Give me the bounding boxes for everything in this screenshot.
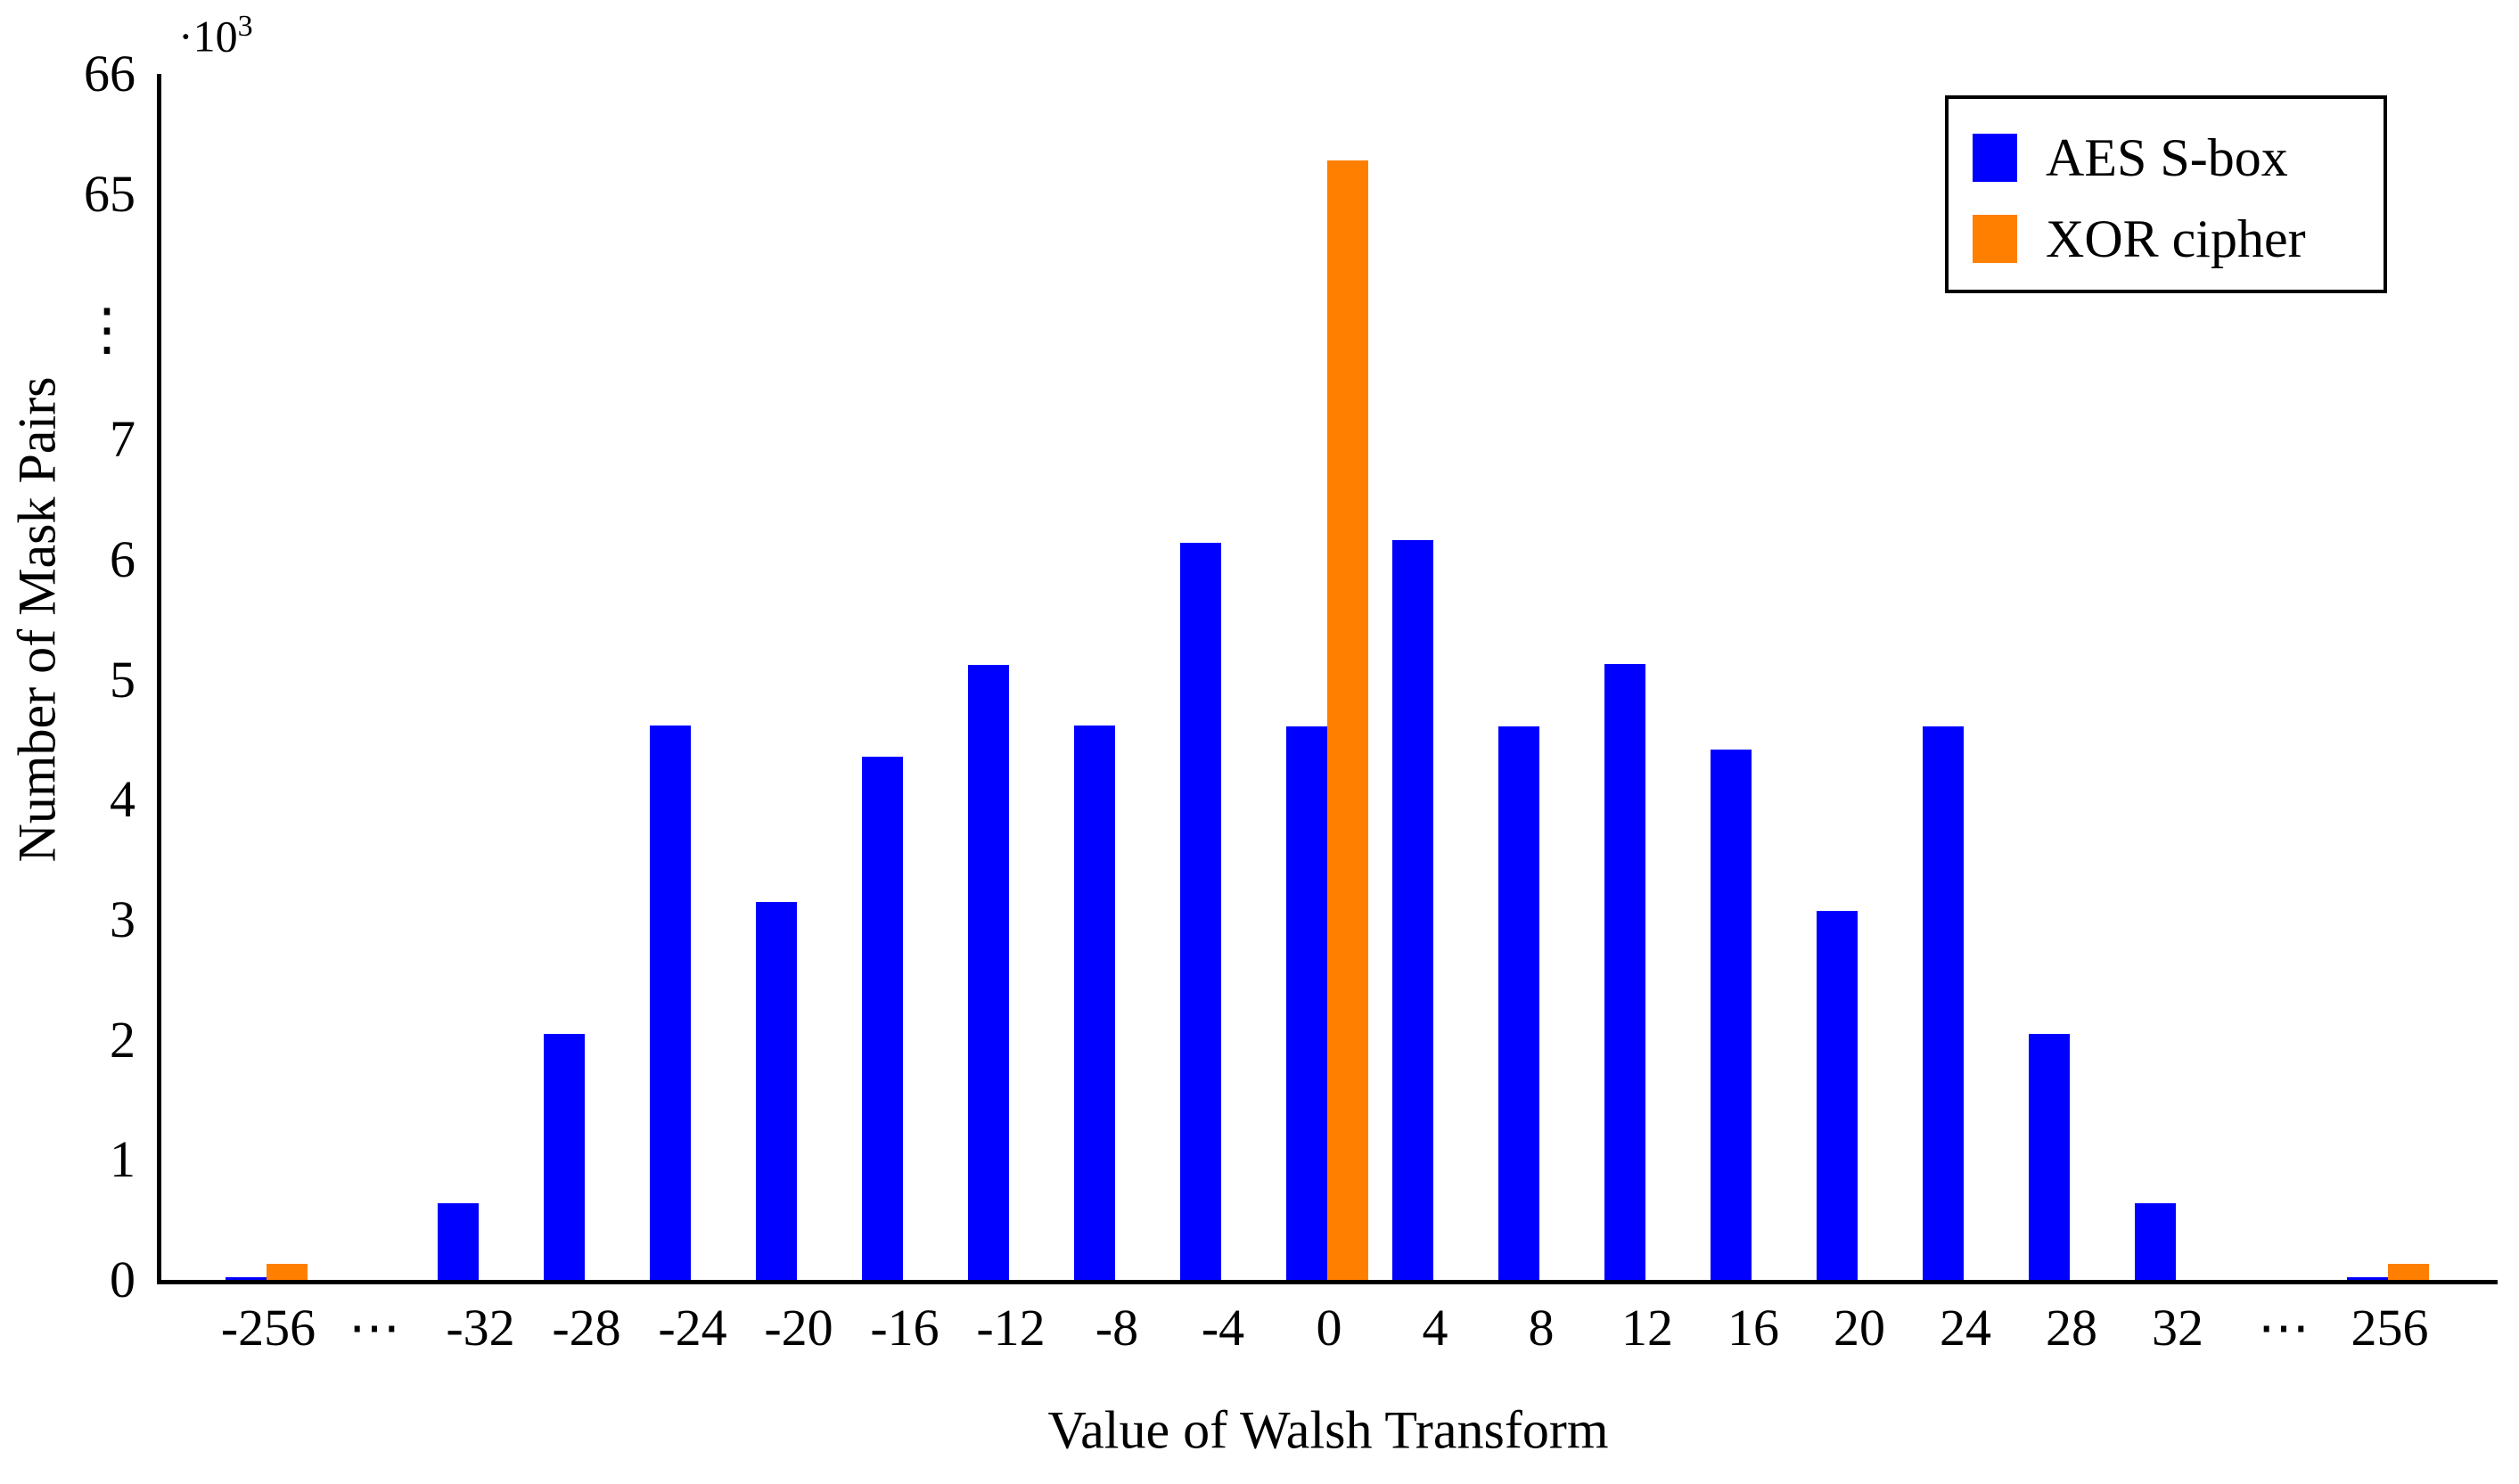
y-tick-label-4: 4 [110, 770, 135, 829]
y-tick-label-2: 2 [110, 1010, 135, 1069]
x-tick-label--32: -32 [446, 1299, 515, 1357]
bar-xor-0 [1327, 160, 1368, 1280]
x-tick-label-⋯: ⋯ [349, 1299, 400, 1357]
bar-xor--256 [267, 1264, 308, 1280]
x-tick-label--256: -256 [220, 1299, 316, 1357]
bar-aes--8 [1074, 726, 1115, 1280]
y-tick-label-5: 5 [110, 650, 135, 709]
bar-aes--4 [1180, 543, 1221, 1280]
bar-aes--32 [438, 1203, 479, 1280]
x-axis-title: Value of Walsh Transform [1047, 1400, 1609, 1460]
y-axis-line [157, 74, 161, 1284]
bar-xor-256 [2388, 1264, 2429, 1280]
legend-label-aes-sbox: AES S-box [2046, 128, 2288, 187]
x-tick-label-24: 24 [1940, 1299, 1991, 1357]
x-tick-label-12: 12 [1621, 1299, 1673, 1357]
bar-aes--24 [650, 726, 691, 1280]
legend-swatch-xor-cipher [1973, 215, 2017, 263]
bar-aes-32 [2135, 1203, 2176, 1280]
bar-aes-0 [1286, 726, 1327, 1280]
bar-aes--16 [862, 757, 903, 1280]
x-tick-label--28: -28 [552, 1299, 621, 1357]
x-tick-label--16: -16 [870, 1299, 939, 1357]
x-tick-label-20: 20 [1834, 1299, 1885, 1357]
bar-aes-256 [2347, 1277, 2388, 1280]
x-tick-label-16: 16 [1727, 1299, 1779, 1357]
y-tick-label-7: 7 [110, 410, 135, 469]
bar-aes-16 [1711, 750, 1752, 1280]
bar-aes-28 [2029, 1034, 2070, 1280]
x-tick-label--24: -24 [658, 1299, 727, 1357]
x-tick-label-32: 32 [2152, 1299, 2203, 1357]
legend-item-aes-sbox: AES S-box [1973, 131, 2288, 184]
legend-item-xor-cipher: XOR cipher [1973, 212, 2306, 266]
y-tick-label-65: 65 [84, 165, 135, 223]
bar-aes-12 [1604, 664, 1645, 1280]
y-axis-break-dots: ⋮ [78, 298, 135, 361]
bar-aes--12 [968, 665, 1009, 1280]
y-tick-label-1: 1 [110, 1130, 135, 1189]
x-tick-label-0: 0 [1316, 1299, 1342, 1357]
bar-aes-24 [1923, 726, 1964, 1280]
x-tick-label-256: 256 [2351, 1299, 2429, 1357]
bar-aes--256 [226, 1277, 267, 1280]
bar-aes--20 [756, 902, 797, 1280]
x-tick-label-8: 8 [1528, 1299, 1555, 1357]
legend-label-xor-cipher: XOR cipher [2046, 209, 2306, 268]
y-tick-label-6: 6 [110, 529, 135, 588]
bar-aes-8 [1498, 726, 1539, 1280]
x-tick-label-28: 28 [2046, 1299, 2097, 1357]
bar-aes--28 [544, 1034, 585, 1280]
x-tick-label--20: -20 [764, 1299, 833, 1357]
y-tick-label-66: 66 [84, 45, 135, 102]
bar-aes-20 [1817, 911, 1858, 1280]
x-tick-label--12: -12 [976, 1299, 1046, 1357]
legend: AES S-box XOR cipher [1945, 95, 2387, 293]
y-tick-label-3: 3 [110, 890, 135, 948]
bar-aes-4 [1392, 540, 1433, 1280]
x-axis-line [157, 1280, 2498, 1284]
y-axis-scale-label: ·103 [178, 10, 253, 61]
legend-swatch-aes-sbox [1973, 134, 2017, 182]
x-tick-label--4: -4 [1201, 1299, 1245, 1357]
x-tick-label-⋯: ⋯ [2258, 1299, 2310, 1357]
x-tick-label-4: 4 [1422, 1299, 1448, 1357]
y-tick-label-0: 0 [110, 1250, 135, 1308]
x-tick-label--8: -8 [1095, 1299, 1139, 1357]
